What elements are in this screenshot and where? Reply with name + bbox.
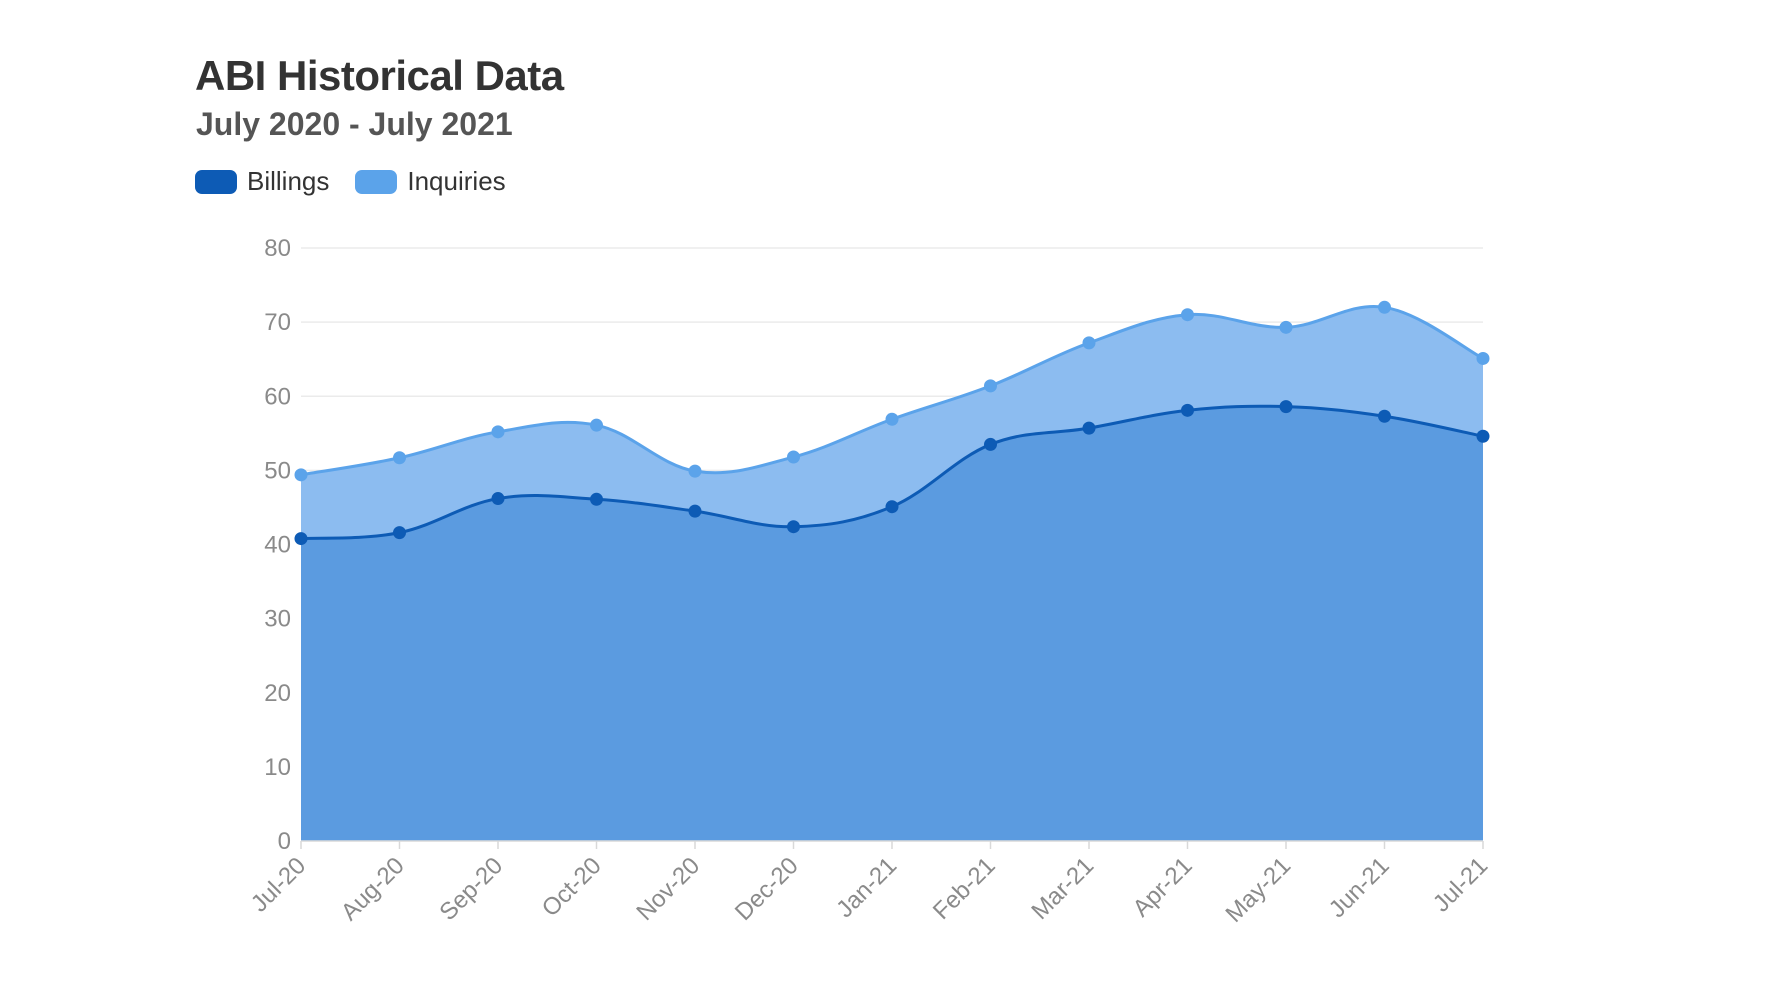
area-billings	[301, 406, 1483, 841]
y-tick-label-20: 20	[264, 680, 291, 707]
y-tick-label-50: 50	[264, 457, 291, 484]
x-tick-label-mar-21: Mar-21	[1026, 852, 1099, 925]
legend-label-billings: Billings	[247, 166, 330, 196]
chart-legend: Billings Inquiries	[195, 166, 506, 197]
x-tick-label-jun-21: Jun-21	[1324, 852, 1395, 923]
point-billings-oct-20[interactable]	[590, 492, 603, 506]
point-billings-jun-21[interactable]	[1378, 409, 1391, 423]
point-billings-mar-21[interactable]	[1082, 421, 1096, 435]
point-inquiries-aug-20[interactable]	[393, 451, 406, 465]
x-tick-label-dec-20: Dec-20	[730, 852, 804, 926]
point-inquiries-oct-20[interactable]	[590, 418, 603, 432]
point-inquiries-jul-21[interactable]	[1476, 351, 1490, 365]
legend-item-inquiries[interactable]: Inquiries	[355, 166, 506, 197]
x-tick-label-feb-21: Feb-21	[928, 852, 1001, 925]
point-billings-jul-20[interactable]	[294, 532, 308, 546]
x-tick-label-nov-20: Nov-20	[631, 852, 705, 926]
legend-swatch-inquiries	[355, 169, 398, 194]
point-inquiries-may-21[interactable]	[1279, 320, 1293, 334]
x-tick-label-may-21: May-21	[1221, 852, 1297, 928]
x-tick-label-jul-21: Jul-21	[1428, 852, 1493, 917]
y-tick-label-60: 60	[264, 383, 291, 410]
x-tick-label-jul-20: Jul-20	[246, 852, 311, 917]
x-tick-label-aug-20: Aug-20	[336, 852, 410, 926]
point-billings-nov-20[interactable]	[688, 504, 702, 518]
point-billings-sep-20[interactable]	[491, 492, 505, 506]
point-inquiries-apr-21[interactable]	[1181, 308, 1194, 322]
y-tick-label-80: 80	[264, 235, 291, 262]
legend-item-billings[interactable]: Billings	[195, 166, 329, 197]
chart-subtitle: July 2020 - July 2021	[196, 106, 513, 142]
data-points	[294, 300, 1490, 546]
x-tick-label-oct-20: Oct-20	[537, 852, 607, 922]
point-billings-dec-20[interactable]	[787, 520, 800, 534]
x-tick-label-apr-21: Apr-21	[1128, 852, 1198, 922]
y-tick-label-40: 40	[264, 532, 291, 559]
y-tick-label-0: 0	[278, 828, 291, 855]
legend-label-inquiries: Inquiries	[407, 166, 506, 196]
y-tick-label-70: 70	[264, 309, 291, 336]
point-billings-feb-21[interactable]	[984, 437, 997, 451]
point-billings-aug-20[interactable]	[393, 526, 406, 540]
x-tick-label-sep-20: Sep-20	[434, 852, 508, 926]
point-inquiries-jul-20[interactable]	[294, 468, 308, 482]
series-areas	[301, 306, 1483, 841]
point-inquiries-sep-20[interactable]	[491, 425, 505, 439]
point-billings-apr-21[interactable]	[1181, 403, 1194, 417]
point-inquiries-jan-21[interactable]	[885, 412, 899, 426]
point-billings-jan-21[interactable]	[885, 500, 899, 514]
y-tick-label-10: 10	[264, 754, 291, 781]
point-inquiries-dec-20[interactable]	[787, 450, 800, 464]
point-inquiries-mar-21[interactable]	[1082, 336, 1096, 350]
chart-title: ABI Historical Data	[195, 52, 564, 99]
point-inquiries-feb-21[interactable]	[984, 379, 997, 393]
x-tick-label-jan-21: Jan-21	[831, 852, 902, 923]
point-inquiries-nov-20[interactable]	[688, 464, 702, 478]
legend-swatch-billings	[195, 169, 237, 194]
y-tick-label-30: 30	[264, 606, 291, 633]
point-billings-jul-21[interactable]	[1476, 429, 1490, 443]
point-inquiries-jun-21[interactable]	[1378, 300, 1391, 314]
point-billings-may-21[interactable]	[1279, 400, 1293, 414]
